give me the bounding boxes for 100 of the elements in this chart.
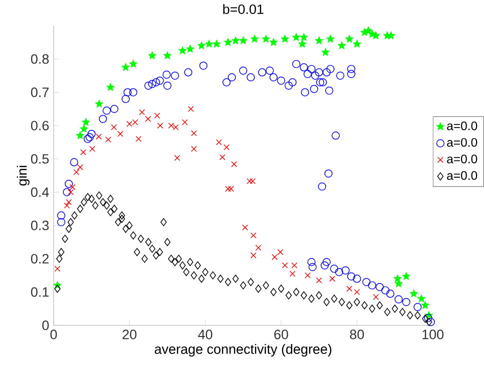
point — [164, 51, 172, 59]
point — [242, 224, 248, 230]
point — [136, 136, 142, 142]
y-tick-label: 0.8 — [31, 54, 49, 64]
point — [225, 186, 232, 192]
point — [272, 254, 278, 260]
x-tick-label: 60 — [274, 329, 288, 340]
point — [66, 198, 72, 205]
point — [89, 146, 96, 152]
x-tick-label: 20 — [122, 329, 136, 340]
point — [80, 149, 86, 155]
point — [148, 51, 156, 59]
point — [353, 40, 361, 48]
y-axis-title: gini — [16, 166, 30, 186]
point — [322, 48, 330, 56]
point — [110, 124, 117, 130]
point — [270, 38, 278, 46]
point — [304, 272, 311, 278]
point — [387, 31, 395, 39]
point — [281, 34, 289, 42]
point — [329, 276, 336, 282]
point — [205, 40, 213, 48]
point — [106, 83, 114, 90]
point — [232, 36, 240, 44]
point — [354, 288, 360, 295]
point — [212, 40, 221, 48]
point — [145, 116, 152, 122]
y-tick-label: 0.3 — [31, 220, 49, 230]
point — [219, 154, 226, 160]
point — [228, 186, 234, 192]
point — [255, 244, 262, 251]
point — [291, 262, 298, 268]
point — [190, 146, 197, 152]
point — [95, 100, 104, 108]
point — [96, 133, 102, 140]
point — [246, 178, 253, 184]
point — [421, 301, 430, 308]
y-tick-label: 0.6 — [31, 120, 49, 130]
point — [224, 38, 232, 46]
point — [277, 248, 284, 255]
point — [64, 202, 70, 208]
point — [239, 36, 248, 44]
point — [290, 270, 296, 276]
point — [117, 130, 124, 137]
point — [316, 277, 322, 284]
point — [394, 274, 402, 282]
point — [190, 130, 197, 136]
legend-label: a=0.0 — [447, 138, 478, 147]
point — [292, 33, 300, 41]
point — [178, 46, 186, 54]
point — [262, 34, 270, 42]
point — [188, 106, 194, 112]
point — [73, 169, 80, 175]
point — [250, 232, 256, 238]
point — [326, 34, 334, 42]
point — [82, 118, 90, 126]
x-tick-label: 100 — [422, 329, 444, 340]
point — [122, 63, 130, 70]
point — [76, 131, 84, 139]
point — [54, 266, 60, 272]
point — [364, 26, 372, 34]
point — [372, 294, 379, 300]
point — [315, 36, 323, 44]
y-tick-label: 0 — [42, 320, 49, 330]
x-tick-label: 40 — [198, 329, 212, 340]
point — [402, 272, 410, 280]
point — [105, 136, 112, 142]
point — [410, 289, 418, 297]
point — [139, 109, 145, 116]
y-tick-label: 0.7 — [31, 87, 49, 97]
y-tick-label: 0.1 — [31, 287, 49, 297]
x-axis-title: average connectivity (degree) — [154, 344, 332, 356]
point — [300, 33, 308, 41]
point — [182, 119, 188, 126]
legend-label: a=0.0 — [447, 170, 478, 180]
point — [198, 41, 206, 49]
point — [186, 44, 194, 52]
point — [154, 112, 160, 118]
point — [298, 40, 306, 48]
y-tick-label: 0.5 — [31, 154, 49, 164]
point — [80, 124, 88, 132]
legend-label: a=0.0 — [447, 121, 478, 130]
point — [250, 34, 258, 42]
point — [157, 122, 164, 128]
point — [346, 286, 352, 292]
point — [250, 178, 256, 184]
point — [282, 262, 288, 268]
y-tick-label: 0.2 — [31, 254, 49, 264]
point — [77, 164, 84, 170]
point — [224, 144, 230, 150]
point — [338, 41, 346, 49]
point — [418, 294, 426, 302]
x-tick-label: 0 — [50, 329, 57, 340]
chart-title: b=0.01 — [223, 4, 264, 14]
point — [372, 31, 380, 39]
y-tick-label: 0.4 — [31, 187, 49, 197]
point — [231, 161, 238, 167]
x-tick-label: 80 — [350, 329, 364, 340]
point — [345, 34, 354, 42]
point — [250, 252, 256, 258]
